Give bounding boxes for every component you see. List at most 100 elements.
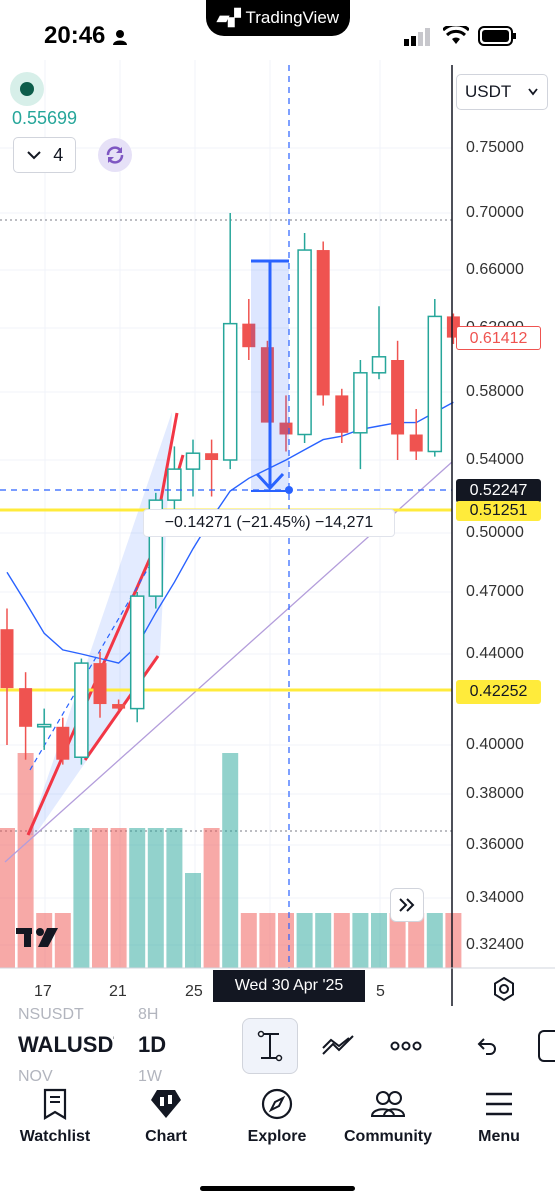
nav-explore-label: Explore [247,1128,307,1145]
nav-menu[interactable]: Menu [444,1088,554,1158]
measure-icon [257,1030,283,1062]
price-label: 0.40000 [466,736,524,753]
crosshair-date-tag: Wed 30 Apr '25 [213,970,365,1002]
nav-chart[interactable]: Chart [111,1088,221,1158]
tradingview-pill: ▰▞ TradingView [206,0,350,36]
candle-body [222,322,238,461]
candle-body [185,452,201,470]
more-button[interactable] [378,1018,434,1074]
tradingview-logo-icon: ▰▞ [216,10,241,27]
time-label: 5 [376,983,385,1000]
volume-bar [240,913,257,968]
nav-watchlist-label: Watchlist [19,1128,91,1145]
indicators-toggle-button[interactable]: 4 [13,137,76,173]
nav-chart-label: Chart [145,1128,187,1145]
volume-bar [203,828,220,968]
volume-bar [147,828,164,968]
candle-body [74,662,89,758]
price-label: 0.70000 [466,204,524,221]
last-price-tag: 0.61412 [456,326,541,350]
volume-bar [73,828,90,968]
volume-bar [129,828,146,968]
timeframe-prev[interactable]: 8H [138,1006,159,1023]
volume-bar [315,913,332,968]
candle-body [335,395,349,433]
undo-icon [477,1038,496,1055]
signal-icon [404,28,430,46]
price-label: 0.38000 [466,785,524,802]
volume-bar [352,913,369,968]
volume-bar [333,913,350,968]
time-label: 25 [185,983,203,1000]
indicator-count: 4 [53,144,64,165]
settings-icon[interactable] [490,975,518,1003]
candle-body [297,249,312,436]
symbol-prev[interactable]: NSUSDT [18,1006,84,1023]
nav-menu-label: Menu [478,1128,520,1145]
symbol-next[interactable]: NOV [18,1068,53,1085]
nav-community-label: Community [344,1128,432,1145]
person-icon [113,29,128,45]
candle-body [353,372,368,434]
trend-lines-icon [322,1035,354,1055]
volume-bar [110,828,127,968]
candle-body [427,315,443,453]
candle-body [242,323,256,348]
sync-button[interactable] [98,138,132,172]
volume-bar [92,828,108,968]
nav-community[interactable]: Community [333,1088,443,1158]
candle-body [93,663,107,705]
drawing-tools-button[interactable] [310,1018,366,1074]
fullscreen-button[interactable] [538,1030,555,1062]
volume-bar [166,828,183,968]
home-indicator [200,1186,355,1191]
candle-body [112,704,126,709]
nav-explore[interactable]: Explore [222,1088,332,1158]
volume-bar [389,913,406,968]
moving-average-line [6,401,454,664]
chevron-down-icon [528,88,538,96]
candle-body [167,468,182,501]
app-name: TradingView [245,8,340,27]
volume-bar [296,913,313,968]
volume-bar [222,753,239,968]
candle-body [409,434,423,452]
symbol-selector[interactable]: WALUSDT [18,1032,114,1057]
timeframe-selector[interactable]: 1D [138,1032,167,1057]
community-icon [370,1091,406,1117]
level-price-tag: 0.42252 [456,680,541,704]
time-label: 17 [34,983,52,1000]
nav-watchlist[interactable]: Watchlist [0,1088,110,1158]
measure-tool-button[interactable] [242,1018,298,1074]
watchlist-icon [43,1088,67,1120]
price-label: 0.36000 [466,836,524,853]
price-label: 0.54000 [466,451,524,468]
refresh-icon [106,146,124,164]
symbol-status-dot[interactable] [10,72,44,106]
price-label: 0.44000 [466,645,524,662]
hamburger-menu-icon [486,1092,512,1116]
volume-bar [259,913,276,968]
volume-bar [185,873,201,968]
currency-select[interactable]: USDT [456,74,548,110]
compass-icon [261,1088,293,1120]
current-price: 0.55699 [12,108,78,128]
undo-button[interactable] [458,1018,514,1074]
channel-mid-line [29,547,161,771]
candles [0,213,460,765]
volume-bar [17,753,34,968]
candle-body [0,629,14,689]
crosshair-price-tag: 0.52247 [456,479,541,503]
measure-result-label: −0.14271 (−21.45%) −14,271 [143,509,395,537]
time-label: 21 [109,983,127,1000]
price-label: 0.50000 [466,524,524,541]
scroll-to-realtime-button[interactable] [390,888,424,922]
volume-bar [371,913,387,968]
more-dots-icon [390,1041,422,1051]
volume-bar [54,913,71,968]
timeframe-next[interactable]: 1W [138,1068,162,1085]
chart-icon [151,1090,181,1118]
volume-bars [0,753,462,968]
